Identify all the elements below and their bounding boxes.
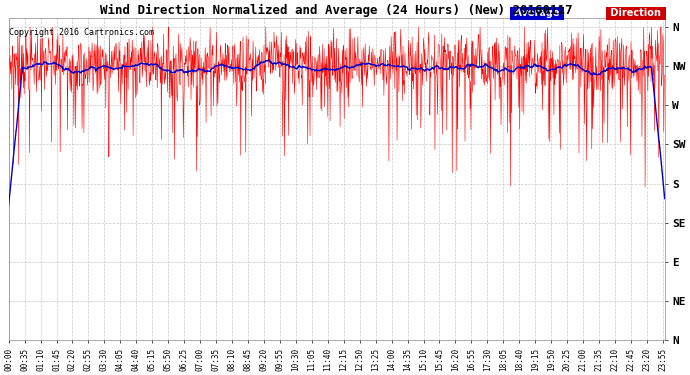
- Text: Direction: Direction: [607, 8, 664, 18]
- Text: Copyright 2016 Cartronics.com: Copyright 2016 Cartronics.com: [10, 28, 155, 37]
- Text: Average: Average: [511, 8, 563, 18]
- Title: Wind Direction Normalized and Average (24 Hours) (New) 20160117: Wind Direction Normalized and Average (2…: [101, 4, 573, 17]
